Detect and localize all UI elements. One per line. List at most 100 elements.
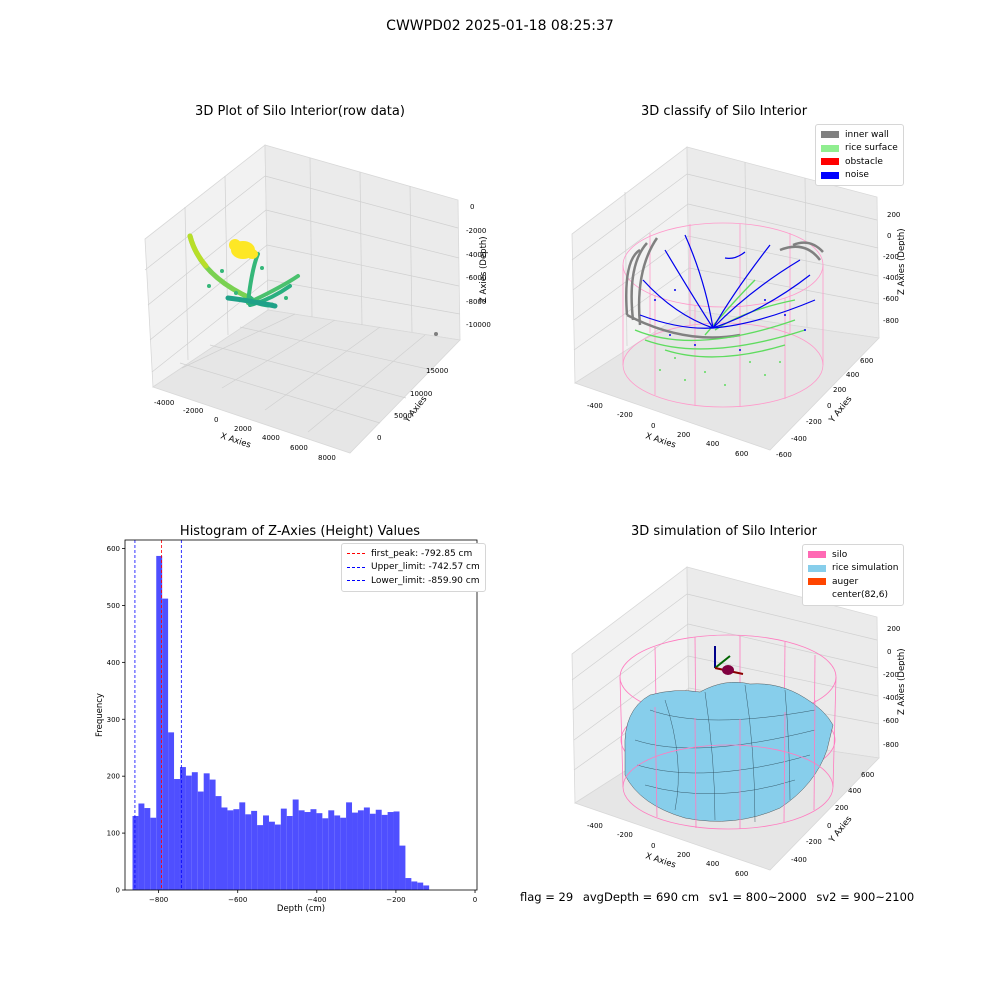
legend-swatch — [821, 158, 839, 166]
simulation-x-tick: 200 — [677, 851, 690, 859]
histogram-x-tick: −400 — [307, 896, 326, 904]
classify-x-tick: -200 — [617, 411, 633, 419]
legend-swatch — [821, 144, 839, 152]
histogram-bar — [263, 815, 269, 890]
legend-item-auger: auger — [808, 575, 898, 589]
histogram-bar — [346, 802, 353, 890]
raw-x-label: X Axies — [219, 431, 252, 450]
histogram-bar — [221, 807, 228, 890]
raw-y-tick: 15000 — [426, 367, 448, 375]
classify-x-tick: 400 — [706, 440, 719, 448]
raw-z-tick: 0 — [470, 203, 474, 211]
legend-label: Upper_limit: -742.57 cm — [371, 562, 480, 573]
histogram-bar — [405, 878, 412, 890]
classify-x-tick: -400 — [587, 402, 603, 410]
histogram-bar — [399, 845, 406, 890]
histogram-bar — [245, 814, 252, 890]
histogram-bar — [286, 816, 293, 890]
simulation-z-tick: -600 — [883, 717, 899, 725]
classify-z-tick: -600 — [883, 295, 899, 303]
histogram-bar — [298, 810, 305, 890]
histogram-bar — [417, 882, 424, 890]
histogram-bar — [138, 803, 145, 890]
raw-x-tick: 2000 — [234, 425, 252, 433]
histogram-bar — [357, 810, 364, 890]
simulation-x-label: X Axies — [644, 851, 677, 870]
legend-label: first_peak: -792.85 cm — [371, 548, 473, 559]
raw-y-tick: 10000 — [410, 390, 432, 398]
simulation-3d-plot: -400 -200 0 200 400 600 -400 -200 0 200 … — [571, 566, 905, 878]
legend-item-rice-simulation: rice simulation — [808, 562, 898, 576]
histogram-bar — [227, 810, 234, 890]
histogram-bar — [233, 809, 240, 890]
histogram-bar — [144, 808, 151, 890]
legend-label: rice simulation — [832, 563, 899, 574]
raw-y-label: Y Axies — [402, 394, 430, 426]
simulation-z-label: Z Axies (Depth) — [897, 648, 905, 715]
raw-z-tick: -6000 — [466, 274, 486, 282]
histogram-bar — [268, 821, 275, 890]
legend-swatch — [808, 592, 826, 599]
classify-x-tick: 0 — [651, 422, 655, 430]
raw-plot-title: 3D Plot of Silo Interior(row data) — [195, 104, 405, 119]
histogram-x-label: Depth (cm) — [277, 904, 325, 914]
classify-y-tick: 0 — [827, 402, 831, 410]
histogram-bar — [352, 812, 358, 890]
raw-z-tick: -8000 — [466, 298, 486, 306]
histogram-bar — [340, 817, 347, 890]
classify-y-tick: -400 — [791, 435, 807, 443]
histogram-title: Histogram of Z-Axies (Height) Values — [179, 524, 421, 539]
histogram-frame — [124, 539, 478, 891]
raw-x-tick: 6000 — [290, 444, 308, 452]
histogram-bar — [363, 807, 370, 890]
avg-depth-value: avgDepth = 690 cm — [582, 890, 700, 904]
sv2-value: sv2 = 900~2100 — [816, 890, 915, 904]
legend-label: rice surface — [845, 143, 898, 154]
classify-y-tick: -200 — [806, 418, 822, 426]
histogram-legend: first_peak: -792.85 cm Upper_limit: -742… — [341, 543, 486, 592]
simulation-x-tick: 400 — [706, 860, 719, 868]
histogram-y-tick: 0 — [116, 887, 120, 895]
simulation-y-tick: 0 — [827, 822, 831, 830]
histogram-bar — [274, 824, 281, 890]
classify-z-tick: 0 — [887, 232, 891, 240]
legend-swatch — [808, 578, 826, 586]
classify-3d-plot: -400 -200 0 200 400 600 -600 -400 -200 0… — [571, 146, 905, 459]
histogram-bar — [209, 779, 216, 890]
legend-swatch — [808, 551, 826, 559]
raw-z-tick: -10000 — [466, 321, 491, 329]
legend-item-lower-limit: Lower_limit: -859.90 cm — [347, 574, 480, 588]
classify-y-tick: 400 — [846, 371, 859, 379]
simulation-z-tick: -200 — [883, 671, 899, 679]
histogram-bar — [334, 815, 341, 890]
raw-x-tick: 4000 — [262, 434, 280, 442]
classify-plot-title: 3D classify of Silo Interior — [640, 104, 808, 119]
histogram-y-label: Frequency — [95, 693, 105, 737]
legend-label: auger — [832, 576, 859, 587]
legend-item-first-peak: first_peak: -792.85 cm — [347, 547, 480, 561]
histogram-bar — [239, 802, 246, 890]
figure-title: CWWPD02 2025-01-18 08:25:37 — [386, 18, 614, 34]
legend-item-upper-limit: Upper_limit: -742.57 cm — [347, 561, 480, 575]
classify-legend: inner wall rice surface obstacle noise — [815, 124, 904, 186]
legend-label: obstacle — [845, 156, 883, 167]
raw-z-tick: -4000 — [466, 251, 486, 259]
classify-x-tick: 600 — [735, 450, 748, 458]
raw-z-label: Z Axies (Depth) — [479, 236, 489, 303]
histogram-bar — [174, 779, 180, 890]
histogram-bar — [132, 816, 139, 890]
legend-item-rice-surface: rice surface — [821, 142, 898, 156]
classify-y-tick: 200 — [833, 386, 846, 394]
legend-line — [347, 566, 365, 568]
histogram-bar — [328, 810, 335, 890]
histogram-bar — [316, 813, 323, 890]
simulation-y-tick: -400 — [791, 856, 807, 864]
legend-item-silo: silo — [808, 548, 898, 562]
histogram-bar — [292, 799, 299, 890]
raw-x-tick: 8000 — [318, 454, 336, 462]
histogram-bar — [304, 812, 311, 890]
histogram-bar — [185, 775, 192, 890]
histogram-chart: −800 −600 −400 −200 0 0 100 200 300 400 500 600 De… — [95, 539, 478, 914]
simulation-plot-title: 3D simulation of Silo Interior — [631, 524, 817, 539]
histogram-bar — [310, 809, 317, 890]
